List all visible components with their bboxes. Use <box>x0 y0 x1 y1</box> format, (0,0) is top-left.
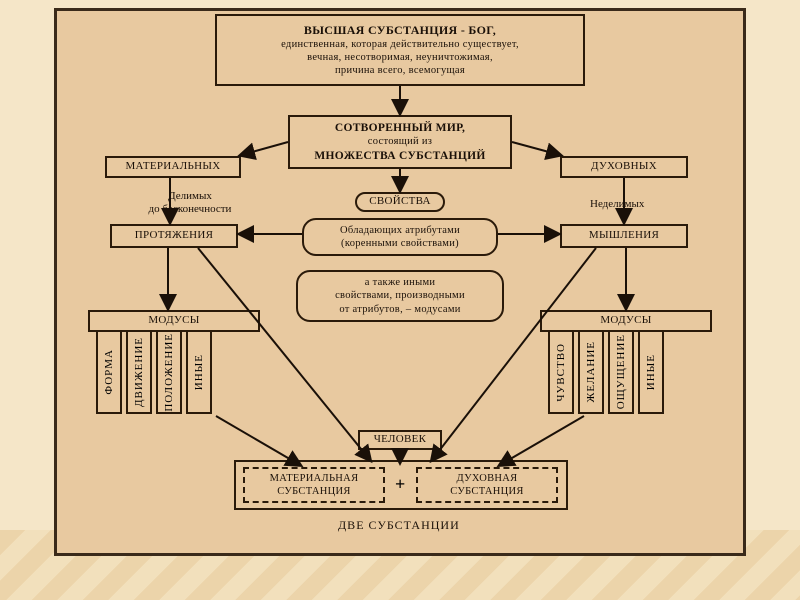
node-modes-right: МОДУСЫ <box>540 310 712 332</box>
node-modes-left: МОДУСЫ <box>88 310 260 332</box>
matsub-l2: СУБСТАНЦИЯ <box>277 485 351 498</box>
vmode-item: ОЩУЩЕНИЕ <box>608 332 634 414</box>
modes-right-label: МОДУСЫ <box>600 314 651 328</box>
node-created-world: СОТВОРЕННЫЙ МИР, состоящий из МНОЖЕСТВА … <box>288 115 512 169</box>
node-properties: СВОЙСТВА <box>355 192 445 212</box>
top-title: ВЫСШАЯ СУБСТАНЦИЯ - БОГ, <box>304 23 496 38</box>
created-l2: МНОЖЕСТВА СУБСТАНЦИЙ <box>314 149 485 163</box>
vmode-item: ПОЛОЖЕНИЕ <box>156 332 182 414</box>
node-human: ЧЕЛОВЕК <box>358 430 442 450</box>
node-top-god: ВЫСШАЯ СУБСТАНЦИЯ - БОГ, единственная, к… <box>215 14 585 86</box>
spiritual-label: ДУХОВНЫХ <box>591 160 657 174</box>
vmode-item: ЖЕЛАНИЕ <box>578 332 604 414</box>
node-spiritual: ДУХОВНЫХ <box>560 156 688 178</box>
attr-l2: (коренными свойствами) <box>341 237 459 250</box>
spirsub-l2: СУБСТАНЦИЯ <box>450 485 524 498</box>
top-l1: единственная, которая действительно суще… <box>281 38 519 51</box>
created-title: СОТВОРЕННЫЙ МИР, <box>335 121 465 135</box>
indiv-label: Неделимых <box>590 198 644 210</box>
also-l1: а также иными <box>365 276 436 289</box>
material-label: МАТЕРИАЛЬНЫХ <box>125 160 220 174</box>
node-also-modes: а также иными свойствами, производными о… <box>296 270 504 322</box>
div-l1: Делимых <box>120 190 260 203</box>
modes-left-label: МОДУСЫ <box>148 314 199 328</box>
text-two-substances: ДВЕ СУБСТАНЦИИ <box>338 518 460 532</box>
vmode-item: ФОРМА <box>96 332 122 414</box>
node-extension: ПРОТЯЖЕНИЯ <box>110 224 238 248</box>
vmode-item: ЧУВСТВО <box>548 332 574 414</box>
created-l1: состоящий из <box>368 135 432 148</box>
spirsub-l1: ДУХОВНАЯ <box>457 472 518 485</box>
vmode-item: ИНЫЕ <box>638 332 664 414</box>
attr-l1: Обладающих атрибутами <box>340 224 460 237</box>
properties-label: СВОЙСТВА <box>369 195 431 209</box>
node-thinking: МЫШЛЕНИЯ <box>560 224 688 248</box>
also-l2: свойствами, производными <box>335 289 465 302</box>
top-l2: вечная, несотворимая, неуничтожимая, <box>307 51 493 64</box>
node-material: МАТЕРИАЛЬНЫХ <box>105 156 241 178</box>
two-sub-label: ДВЕ СУБСТАНЦИИ <box>338 518 460 532</box>
matsub-l1: МАТЕРИАЛЬНАЯ <box>270 472 359 485</box>
plus-symbol: + <box>395 474 405 495</box>
thinking-label: МЫШЛЕНИЯ <box>589 229 659 243</box>
top-l3: причина всего, всемогущая <box>335 64 465 77</box>
text-indivisible: Неделимых <box>590 198 644 211</box>
human-label: ЧЕЛОВЕК <box>374 433 427 447</box>
node-attributes: Обладающих атрибутами (коренными свойств… <box>302 218 498 256</box>
also-l3: от атрибутов, – модусами <box>339 303 460 316</box>
text-divisible: Делимых до бесконечности <box>120 190 260 216</box>
vmode-item: ИНЫЕ <box>186 332 212 414</box>
node-material-substance: МАТЕРИАЛЬНАЯ СУБСТАНЦИЯ <box>243 467 385 503</box>
vmode-item: ДВИЖЕНИЕ <box>126 332 152 414</box>
node-spiritual-substance: ДУХОВНАЯ СУБСТАНЦИЯ <box>416 467 558 503</box>
div-l2: до бесконечности <box>120 203 260 216</box>
extension-label: ПРОТЯЖЕНИЯ <box>135 229 214 243</box>
